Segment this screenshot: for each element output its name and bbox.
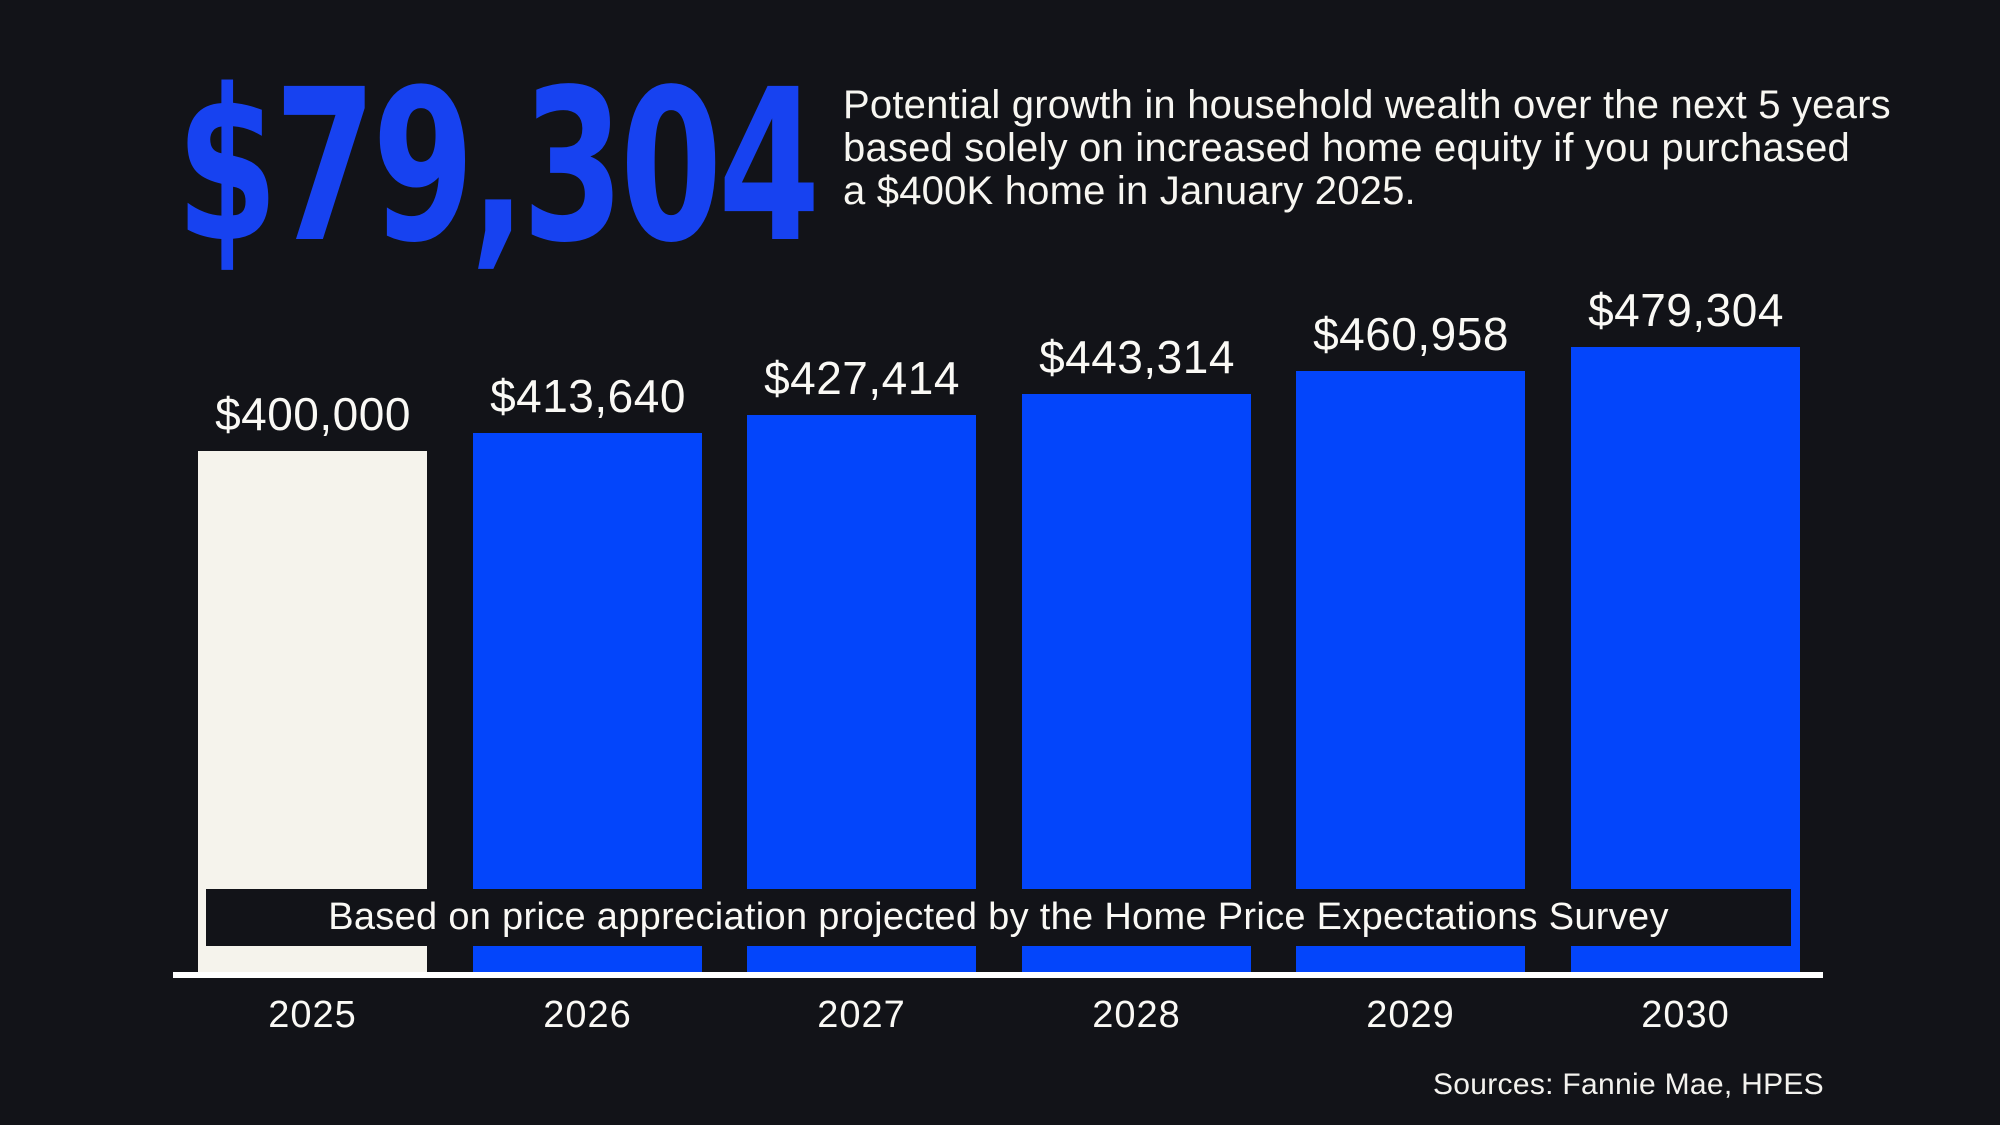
description-line-1: Potential growth in household wealth ove… bbox=[843, 83, 1891, 127]
x-axis-tick-2027: 2027 bbox=[817, 994, 906, 1036]
x-axis-tick-2030: 2030 bbox=[1641, 994, 1730, 1036]
x-axis-tick-2026: 2026 bbox=[543, 994, 632, 1036]
bar-value-label-2028: $443,314 bbox=[1039, 331, 1235, 383]
annotation-banner: Based on price appreciation projected by… bbox=[206, 889, 1791, 946]
description-line-3: a $400K home in January 2025. bbox=[843, 169, 1416, 213]
annotation-banner-text: Based on price appreciation projected by… bbox=[328, 896, 1669, 938]
bar-value-label-2026: $413,640 bbox=[490, 370, 686, 422]
x-axis-tick-2028: 2028 bbox=[1092, 994, 1181, 1036]
x-axis-tick-2025: 2025 bbox=[268, 994, 357, 1036]
bar-value-label-2025: $400,000 bbox=[215, 388, 411, 440]
headline-amount: $79,304 bbox=[176, 44, 820, 289]
bar-2030 bbox=[1571, 347, 1800, 975]
sources-note: Sources: Fannie Mae, HPES bbox=[1432, 1068, 1824, 1101]
bar-2025 bbox=[198, 451, 427, 975]
description-line-2: based solely on increased home equity if… bbox=[843, 126, 1850, 170]
x-axis-line bbox=[173, 972, 1823, 978]
bar-2026 bbox=[473, 433, 702, 975]
bar-value-label-2027: $427,414 bbox=[764, 352, 960, 404]
bar-value-label-2029: $460,958 bbox=[1313, 308, 1509, 360]
bar-2029 bbox=[1296, 371, 1525, 975]
bar-value-label-2030: $479,304 bbox=[1588, 284, 1784, 336]
x-axis-tick-2029: 2029 bbox=[1366, 994, 1455, 1036]
headline-description: Potential growth in household wealth ove… bbox=[843, 84, 1891, 213]
bar-2028 bbox=[1022, 394, 1251, 975]
bar-2027 bbox=[747, 415, 976, 975]
